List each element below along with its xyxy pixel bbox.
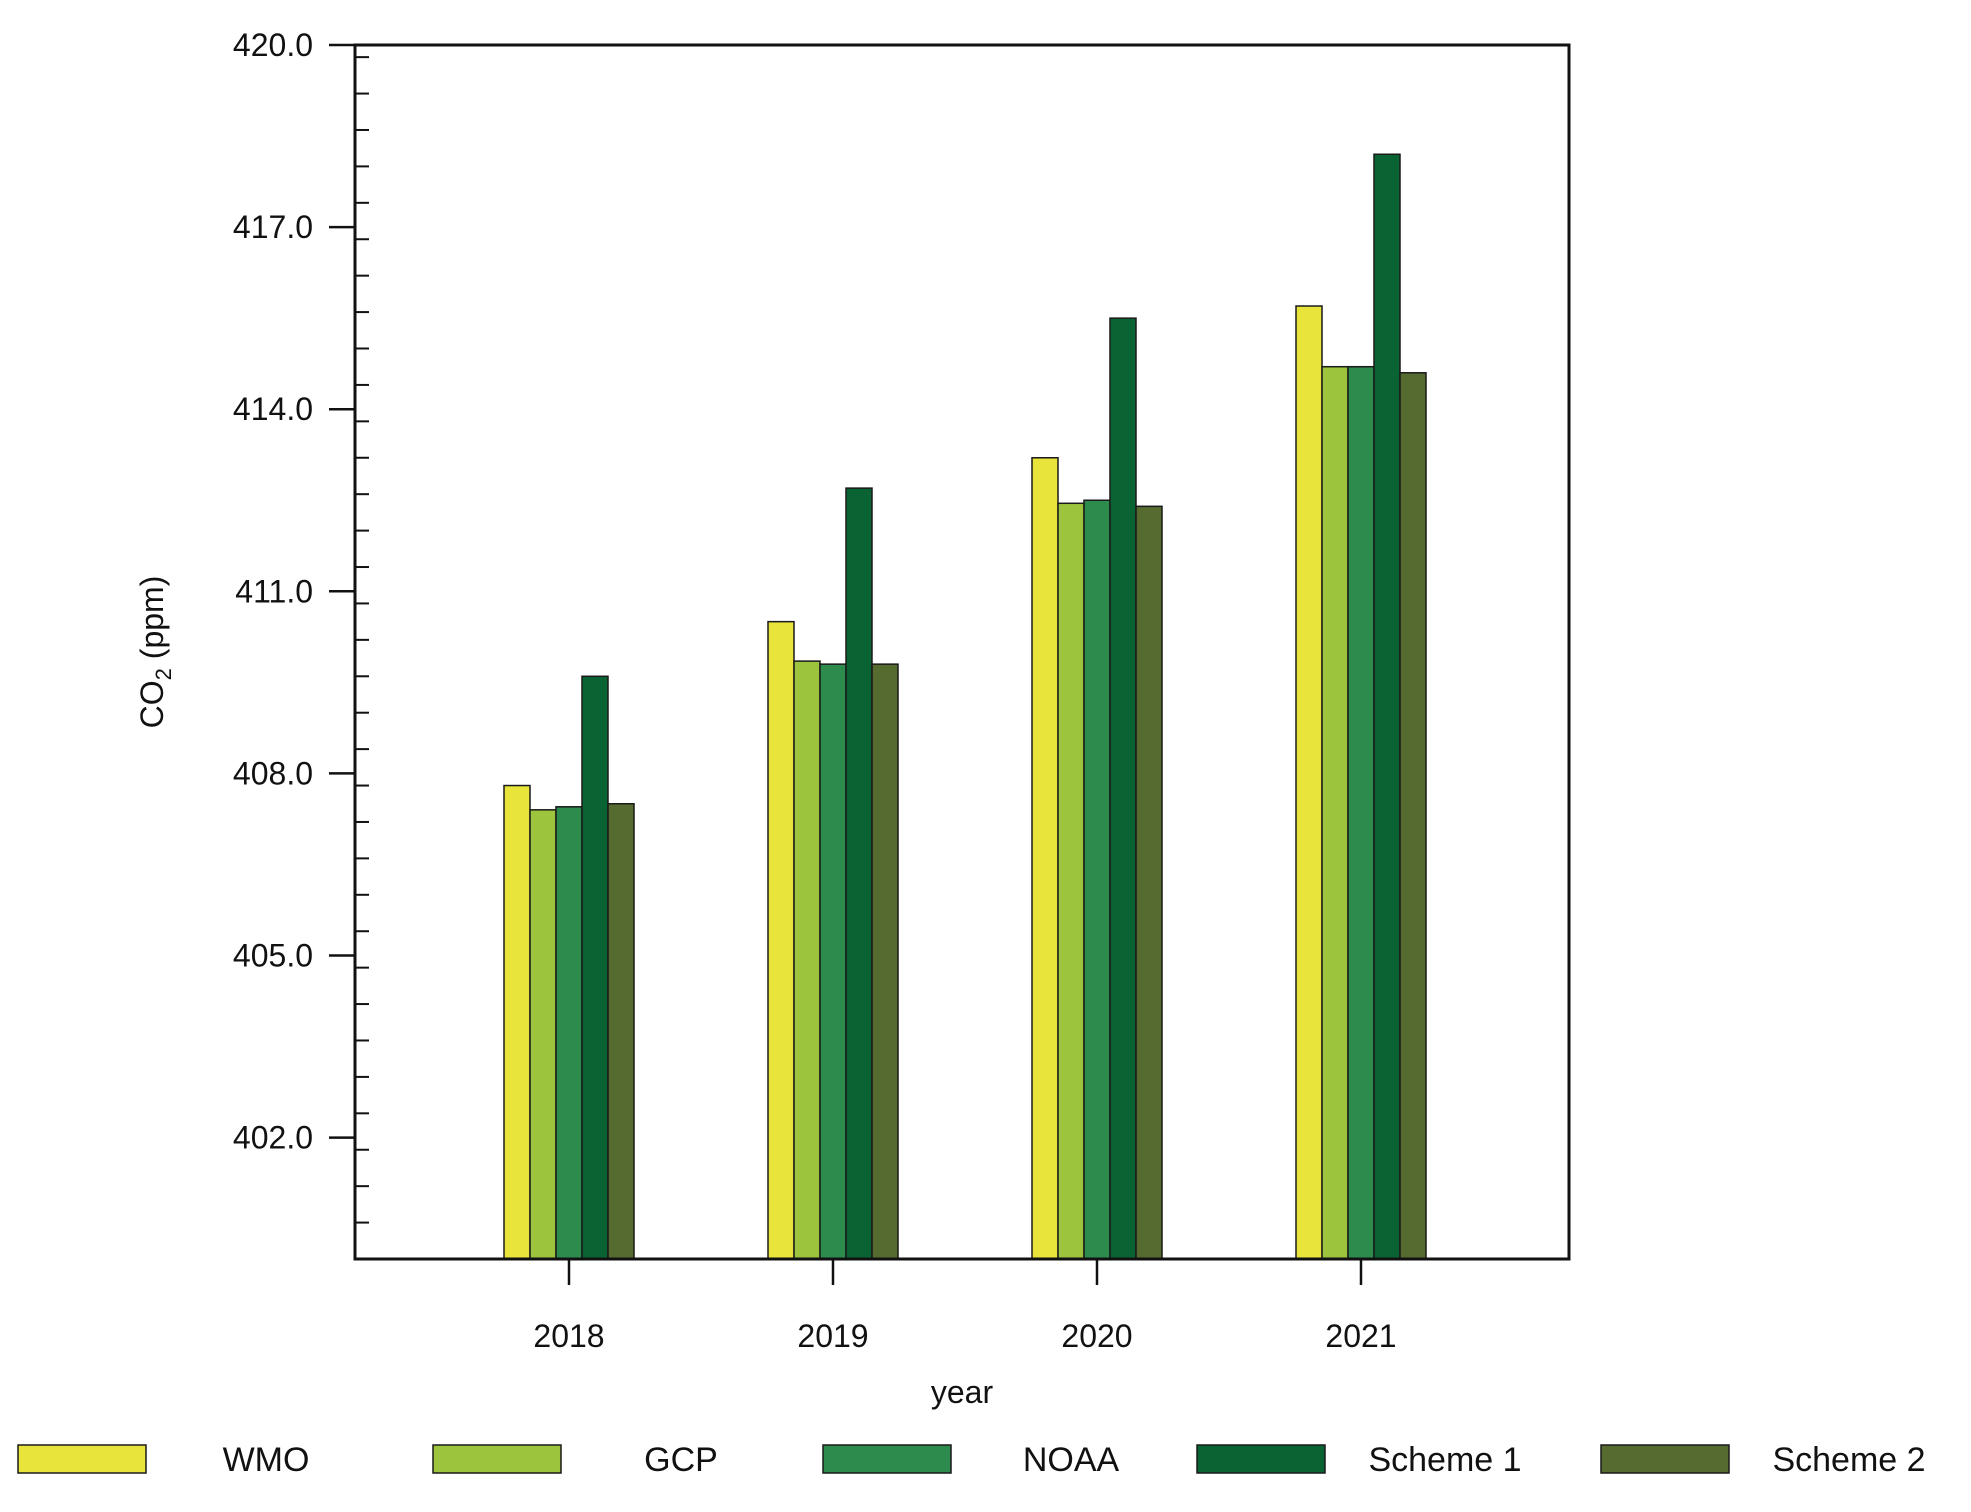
legend-label-noaa: NOAA <box>1023 1441 1120 1479</box>
y-axis-title-unit: (ppm) <box>134 576 170 668</box>
y-tick-label: 411.0 <box>235 573 313 609</box>
y-axis-title-main: CO <box>134 680 170 728</box>
x-axis-ticks: 2018 2019 2020 2021 <box>533 1259 1397 1354</box>
legend-swatch-gcp <box>432 1444 562 1474</box>
bar-wmo-2020 <box>1031 457 1059 1260</box>
x-tick-label: 2019 <box>797 1318 868 1354</box>
y-tick-label: 420.0 <box>233 27 313 63</box>
legend-label-wmo: WMO <box>223 1441 310 1479</box>
legend-label-gcp: GCP <box>644 1441 718 1479</box>
x-axis-title: year <box>931 1374 994 1410</box>
bar-noaa-2021 <box>1347 365 1375 1260</box>
bar-scheme-1-2019 <box>845 487 873 1260</box>
bar-noaa-2019 <box>819 663 847 1260</box>
bar-wmo-2019 <box>767 620 795 1260</box>
y-tick-label: 405.0 <box>233 938 313 974</box>
bar-scheme-1-2020 <box>1109 317 1137 1260</box>
bar-wmo-2018 <box>503 784 531 1260</box>
y-tick-label: 402.0 <box>233 1120 313 1156</box>
y-tick-label: 414.0 <box>233 391 313 427</box>
y-axis-title: CO2 (ppm) <box>134 576 176 729</box>
x-tick-label: 2020 <box>1061 1318 1132 1354</box>
plot-frame <box>353 43 1571 1261</box>
legend-swatch-noaa <box>822 1444 952 1474</box>
bar-gcp-2019 <box>793 660 821 1260</box>
bar-wmo-2021 <box>1295 305 1323 1260</box>
legend: WMO GCP NOAA Scheme 1 Scheme 2 <box>17 1441 1926 1479</box>
bars-layer <box>503 153 1427 1260</box>
bar-scheme-1-2018 <box>581 675 609 1260</box>
x-tick-label: 2021 <box>1325 1318 1396 1354</box>
y-tick-label: 408.0 <box>233 755 313 791</box>
bar-scheme-2-2021 <box>1399 372 1427 1260</box>
x-tick-label: 2018 <box>533 1318 604 1354</box>
axes-layer <box>353 43 1571 1261</box>
bar-scheme-2-2019 <box>871 663 899 1260</box>
y-tick-label: 417.0 <box>233 209 313 245</box>
bar-gcp-2018 <box>529 809 557 1260</box>
y-axis-title-subscript: 2 <box>151 668 176 680</box>
bar-scheme-2-2018 <box>607 803 635 1260</box>
legend-swatch-scheme-1 <box>1196 1444 1326 1474</box>
bar-scheme-2-2020 <box>1135 505 1163 1260</box>
bar-noaa-2018 <box>555 806 583 1260</box>
legend-swatch-wmo <box>17 1444 147 1474</box>
bar-gcp-2020 <box>1057 502 1085 1260</box>
bar-gcp-2021 <box>1321 365 1349 1260</box>
y-axis-ticks: 402.0 405.0 408.0 411.0 414.0 417.0 420.0 <box>233 27 369 1260</box>
legend-label-scheme-1: Scheme 1 <box>1368 1441 1521 1479</box>
legend-swatch-scheme-2 <box>1600 1444 1730 1474</box>
bar-scheme-1-2021 <box>1373 153 1401 1260</box>
legend-label-scheme-2: Scheme 2 <box>1772 1441 1925 1479</box>
bar-noaa-2020 <box>1083 499 1111 1260</box>
